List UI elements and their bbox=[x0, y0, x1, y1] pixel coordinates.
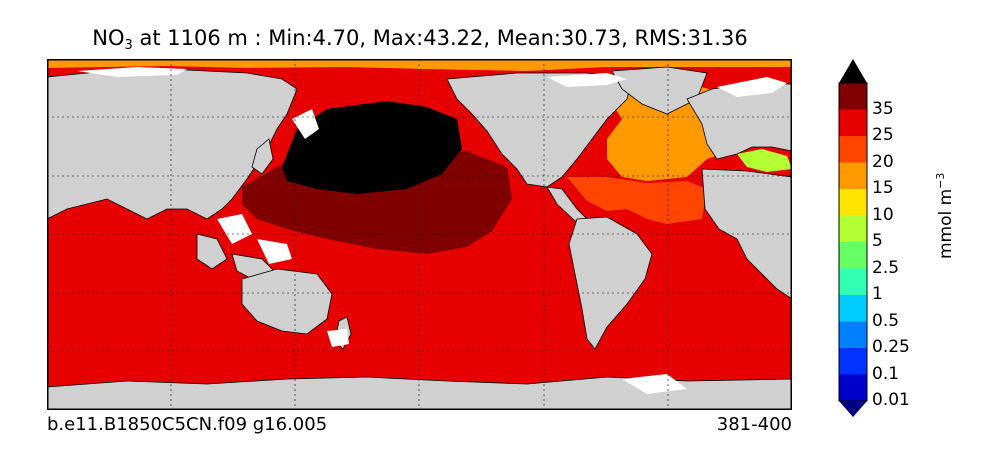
land-japan bbox=[251, 138, 274, 175]
land-antarctica bbox=[47, 376, 792, 410]
land-asia bbox=[47, 68, 298, 220]
colorbar-segment bbox=[839, 189, 867, 216]
ocean-map bbox=[47, 59, 792, 410]
missing-okhotsk bbox=[292, 109, 319, 139]
colorbar-tick-label: 0.5 bbox=[872, 310, 900, 331]
title-species: NO bbox=[92, 26, 125, 50]
missing-data-layer bbox=[77, 67, 787, 394]
colorbar-segment bbox=[839, 136, 867, 163]
atlantic-subtropical-region bbox=[567, 177, 707, 224]
colorbar-segment bbox=[839, 268, 867, 296]
colorbar-tick-label: 0.1 bbox=[872, 363, 900, 384]
colorbar-tick-label: 25 bbox=[872, 125, 894, 145]
plot-title: NO3 at 1106 m : Min:4.70, Max:43.22, Mea… bbox=[0, 26, 840, 53]
colorbar-segment bbox=[839, 295, 867, 322]
colorbar-tick-label: 5 bbox=[872, 231, 883, 251]
colorbar-tick-label: 0.25 bbox=[872, 337, 910, 357]
colorbar-segment bbox=[839, 83, 867, 110]
colorbar-tick-label: 1 bbox=[872, 284, 883, 304]
title-species-subscript: 3 bbox=[124, 38, 133, 53]
graticule bbox=[47, 59, 792, 410]
colorbar-tick-label: 20 bbox=[872, 151, 894, 172]
arctic-ocean-region bbox=[47, 59, 792, 71]
colorbar-segment bbox=[839, 162, 867, 190]
colorbar-segment bbox=[839, 374, 867, 402]
colorbar-segment bbox=[839, 242, 867, 269]
colorbar-tick-label: 15 bbox=[872, 178, 894, 198]
colorbar-segment bbox=[839, 321, 867, 349]
mediterranean-region bbox=[737, 149, 792, 172]
colorbar-tick-label: 35 bbox=[872, 98, 894, 119]
missing-weddell bbox=[622, 374, 687, 394]
colorbar-units: mmol m−3 bbox=[934, 171, 956, 261]
colorbar bbox=[838, 59, 868, 417]
colorbar-extend-top bbox=[839, 59, 867, 83]
colorbar-segment bbox=[839, 348, 867, 375]
missing-tasman bbox=[327, 329, 349, 347]
land-greenland bbox=[611, 66, 708, 115]
missing-arctic-west bbox=[77, 67, 187, 77]
missing-arctic-europe bbox=[717, 77, 787, 97]
title-stats: at 1106 m : Min:4.70, Max:43.22, Mean:30… bbox=[132, 26, 748, 50]
land-layer bbox=[47, 66, 792, 410]
run-identifier: b.e11.B1850C5CN.f09 g16.005 bbox=[47, 414, 328, 435]
missing-south-china-sea bbox=[217, 214, 252, 244]
units-base: mmol m bbox=[935, 188, 956, 260]
missing-arctic-canada bbox=[547, 73, 627, 87]
colorbar-tick-label: 10 bbox=[872, 204, 894, 225]
missing-philippine-area bbox=[257, 239, 292, 264]
colorbar-segment bbox=[839, 109, 867, 137]
units-exponent: −3 bbox=[934, 172, 948, 189]
map-canvas bbox=[47, 59, 792, 410]
land-australia bbox=[241, 268, 333, 335]
colorbar-tick-label: 0.01 bbox=[872, 390, 910, 410]
colorbar-segment bbox=[839, 215, 867, 243]
north-pacific-max-region bbox=[282, 101, 462, 194]
map-frame bbox=[47, 59, 792, 410]
colorbar-outline bbox=[838, 82, 868, 402]
land-southeast-asia bbox=[196, 233, 228, 270]
year-range: 381-400 bbox=[716, 414, 792, 435]
colorbar-tick-label: 2.5 bbox=[872, 257, 900, 278]
colorbar-extend-bottom bbox=[839, 401, 867, 417]
